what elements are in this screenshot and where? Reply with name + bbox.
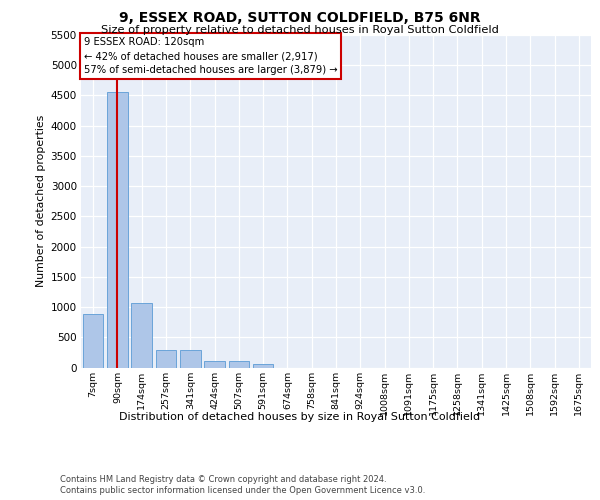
Text: Distribution of detached houses by size in Royal Sutton Coldfield: Distribution of detached houses by size … xyxy=(119,412,481,422)
Bar xyxy=(131,304,152,368)
Bar xyxy=(155,350,176,368)
Y-axis label: Number of detached properties: Number of detached properties xyxy=(37,115,46,288)
Text: Contains HM Land Registry data © Crown copyright and database right 2024.: Contains HM Land Registry data © Crown c… xyxy=(60,475,386,484)
Bar xyxy=(229,362,249,368)
Bar xyxy=(204,362,225,368)
Bar xyxy=(180,350,200,368)
Bar xyxy=(253,364,274,368)
Text: Contains public sector information licensed under the Open Government Licence v3: Contains public sector information licen… xyxy=(60,486,425,495)
Text: 9 ESSEX ROAD: 120sqm
← 42% of detached houses are smaller (2,917)
57% of semi-de: 9 ESSEX ROAD: 120sqm ← 42% of detached h… xyxy=(83,36,337,76)
Text: 9, ESSEX ROAD, SUTTON COLDFIELD, B75 6NR: 9, ESSEX ROAD, SUTTON COLDFIELD, B75 6NR xyxy=(119,11,481,25)
Text: Size of property relative to detached houses in Royal Sutton Coldfield: Size of property relative to detached ho… xyxy=(101,25,499,35)
Bar xyxy=(83,314,103,368)
Bar xyxy=(107,92,128,367)
